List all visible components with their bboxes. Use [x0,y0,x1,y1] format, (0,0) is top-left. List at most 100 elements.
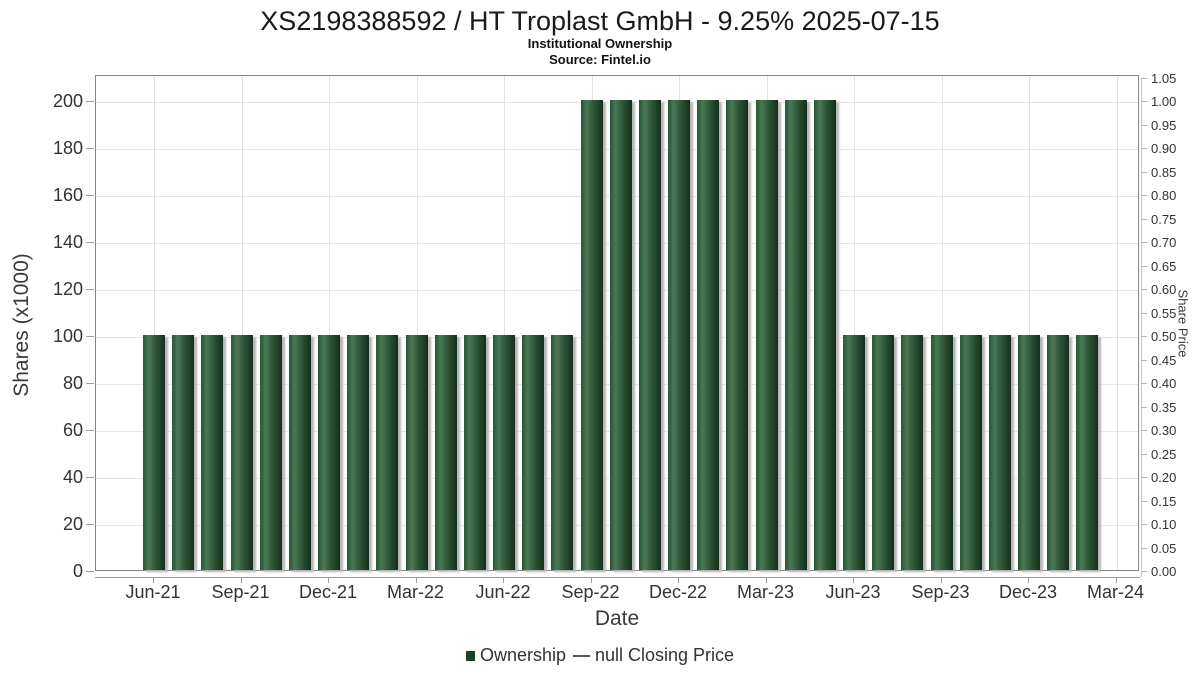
ownership-bar[interactable] [347,335,370,570]
ownership-bar[interactable] [434,335,457,570]
y-tick-label-left: 160 [52,185,83,205]
legend-item-closing-price[interactable]: null Closing Price [572,645,735,666]
ownership-bar[interactable] [230,335,253,570]
x-tick [328,577,329,583]
ownership-bar[interactable] [784,100,807,570]
y-tick-label-left: 0 [72,561,83,581]
y-tick-label-right: 0.10 [1151,517,1177,532]
ownership-bar[interactable] [259,335,282,570]
price-line-marker-icon [572,654,590,657]
x-tick-label: Sep-22 [561,582,620,602]
y-tick-right [1141,477,1147,478]
plot-area [95,75,1139,571]
ownership-bar[interactable] [551,335,574,570]
y-tick-left [86,383,94,384]
legend-item-ownership[interactable]: Ownership [465,645,566,666]
x-tick-label: Mar-23 [736,582,795,602]
y-tick-left [86,101,94,102]
y-tick-left [86,524,94,525]
x-tick [853,577,854,583]
v-gridline [854,76,855,570]
ownership-bar[interactable] [522,335,545,570]
ownership-bar[interactable] [376,335,399,570]
y-tick-label-right: 0.50 [1151,329,1177,344]
x-tick-label: Sep-21 [211,582,270,602]
x-tick [940,577,942,583]
y-tick-label-right: 1.00 [1151,94,1177,109]
y-tick-right [1141,265,1147,267]
ownership-square-marker-icon [465,650,475,661]
y-tick-label-right: 0.85 [1151,164,1177,180]
ownership-bar[interactable] [697,100,720,570]
ownership-bar[interactable] [201,335,224,570]
ownership-bar[interactable] [172,335,195,570]
ownership-bar[interactable] [1018,335,1040,570]
y-tick-left [86,148,94,149]
x-tick-label: Jun-21 [125,582,181,602]
ownership-bar[interactable] [493,335,515,570]
y-tick-label-left: 100 [52,326,83,346]
y-tick-label-right: 0.25 [1151,446,1177,462]
v-gridline [1029,76,1030,570]
ownership-bar[interactable] [726,100,749,570]
v-gridline [504,76,505,570]
chart-subtitle: Institutional Ownership [527,36,673,51]
y-tick-right [1141,218,1147,220]
ownership-bar[interactable] [959,335,982,570]
ownership-bar[interactable] [1076,335,1099,570]
ownership-bar[interactable] [843,335,865,570]
x-tick-label: Dec-21 [298,582,358,602]
y-tick-label-right: 0.65 [1151,258,1177,274]
x-tick [765,577,767,583]
ownership-bar[interactable] [638,100,661,570]
x-tick-label: Jun-23 [825,582,881,602]
y-tick-right [1141,547,1147,549]
y-tick-right [1141,336,1147,337]
y-tick-label-right: 0.20 [1151,470,1177,485]
y-tick-label-left: 180 [52,138,83,158]
v-gridline [329,76,330,570]
chart-title: XS2198388592 / HT Troplast GmbH - 9.25% … [260,6,940,36]
ownership-bar[interactable] [463,335,486,570]
x-tick [590,577,592,583]
ownership-bar[interactable] [143,335,165,570]
y-tick-label-right: 0.80 [1151,188,1177,203]
ownership-bar[interactable] [668,100,690,570]
y-tick-label-left: 200 [52,91,83,111]
v-gridline [154,76,155,570]
y-tick-right [1141,312,1147,314]
ownership-bar[interactable] [755,100,778,570]
y-tick-right [1141,242,1147,243]
y-tick-right [1141,289,1147,290]
x-tick-label: Dec-22 [648,582,708,602]
ownership-bar[interactable] [580,100,603,570]
ownership-bar[interactable] [813,100,836,570]
legend-label-closing-price: null Closing Price [594,645,735,665]
ownership-bar[interactable] [609,100,632,570]
y-tick-label-right: 1.05 [1151,70,1177,86]
ownership-bar[interactable] [901,335,924,570]
ownership-bar[interactable] [988,335,1011,570]
y-tick-label-right: 0.90 [1151,141,1177,156]
y-axis-title-left: Shares (x1000) [10,253,33,397]
v-gridline [241,76,243,570]
ownership-bar[interactable] [1047,335,1070,570]
x-tick-label: Sep-23 [911,582,970,602]
ownership-bar[interactable] [872,335,895,570]
x-axis-title: Date [594,607,640,630]
ownership-bar[interactable] [405,335,428,570]
x-tick-label: Jun-22 [475,582,531,602]
y-tick-left [86,571,94,572]
y-tick-label-right: 0.95 [1151,117,1177,133]
y-tick-right [1141,571,1147,572]
x-tick-label: Mar-24 [1086,582,1145,602]
ownership-bar[interactable] [318,335,340,570]
y-tick-label-right: 0.75 [1151,211,1177,227]
y-tick-left [86,336,94,337]
ownership-bar[interactable] [288,335,311,570]
x-tick [415,577,417,583]
ownership-bar[interactable] [930,335,953,570]
y-tick-right [1141,430,1147,431]
y-tick-label-right: 0.45 [1151,352,1177,368]
right-axis-line [1141,77,1142,577]
